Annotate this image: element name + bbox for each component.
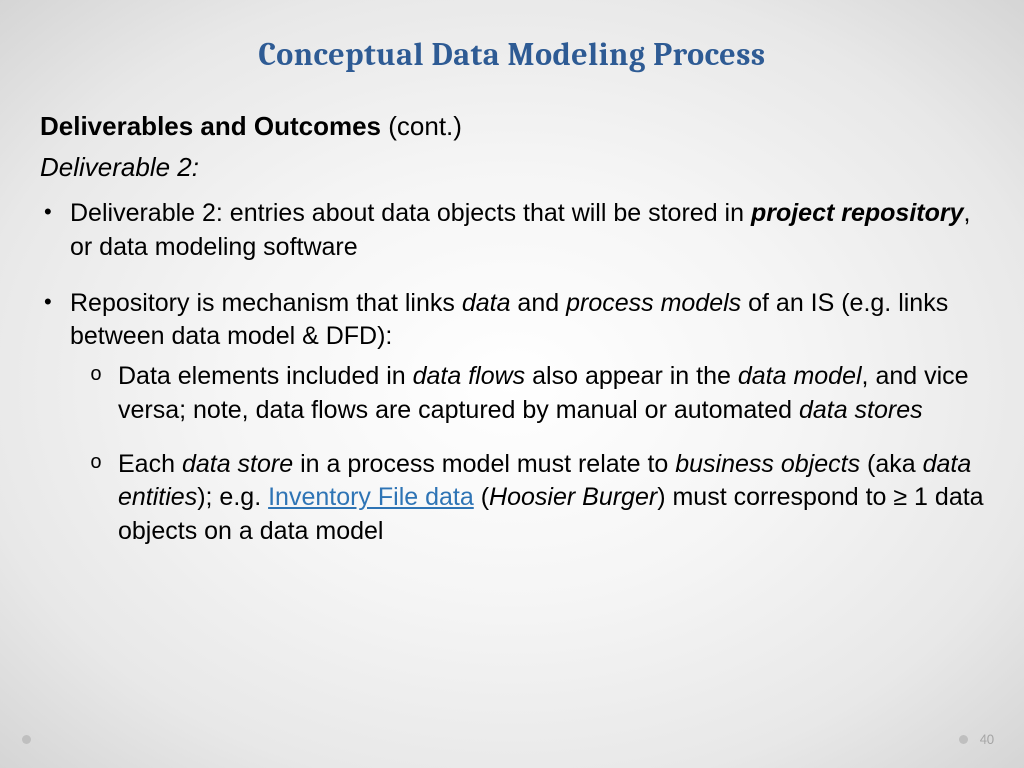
emphasis-italic: data flows — [413, 362, 526, 390]
subheading: Deliverable 2: — [40, 152, 984, 183]
slide-title: Conceptual Data Modeling Process — [40, 36, 984, 73]
text-run: (aka — [860, 450, 923, 478]
emphasis-italic: Hoosier Burger — [489, 483, 657, 511]
sub-bullet-list: Data elements included in data flows als… — [70, 360, 984, 549]
text-run: in a process model must relate to — [293, 450, 675, 478]
sub-bullet-item: Each data store in a process model must … — [118, 448, 984, 549]
emphasis-bold-italic: project repository — [751, 199, 964, 227]
emphasis-italic: data store — [182, 450, 293, 478]
text-run: and — [510, 289, 566, 317]
emphasis-italic: business objects — [675, 450, 860, 478]
section-heading: Deliverables and Outcomes (cont.) — [40, 111, 984, 142]
hyperlink[interactable]: Inventory File data — [268, 483, 474, 511]
slide: Conceptual Data Modeling Process Deliver… — [0, 0, 1024, 768]
section-heading-bold: Deliverables and Outcomes — [40, 111, 381, 141]
page-number: 40 — [980, 731, 994, 748]
emphasis-italic: data model — [738, 362, 862, 390]
bullet-list: Deliverable 2: entries about data object… — [40, 197, 984, 549]
text-run: ); e.g. — [197, 483, 268, 511]
text-run: ( — [474, 483, 489, 511]
text-run: Deliverable 2: entries about data object… — [70, 199, 751, 227]
text-run: also appear in the — [525, 362, 738, 390]
text-run: Each — [118, 450, 182, 478]
sub-bullet-item: Data elements included in data flows als… — [118, 360, 984, 428]
emphasis-italic: data stores — [799, 396, 923, 424]
text-run: Data elements included in — [118, 362, 413, 390]
emphasis-italic: data — [462, 289, 511, 317]
emphasis-italic: process models — [566, 289, 741, 317]
decoration-dot-icon — [959, 735, 968, 744]
bullet-item: Deliverable 2: entries about data object… — [66, 197, 984, 265]
text-run: Repository is mechanism that links — [70, 289, 462, 317]
decoration-dot-icon — [22, 735, 31, 744]
bullet-item: Repository is mechanism that links data … — [66, 287, 984, 549]
section-heading-cont: (cont.) — [381, 111, 462, 141]
